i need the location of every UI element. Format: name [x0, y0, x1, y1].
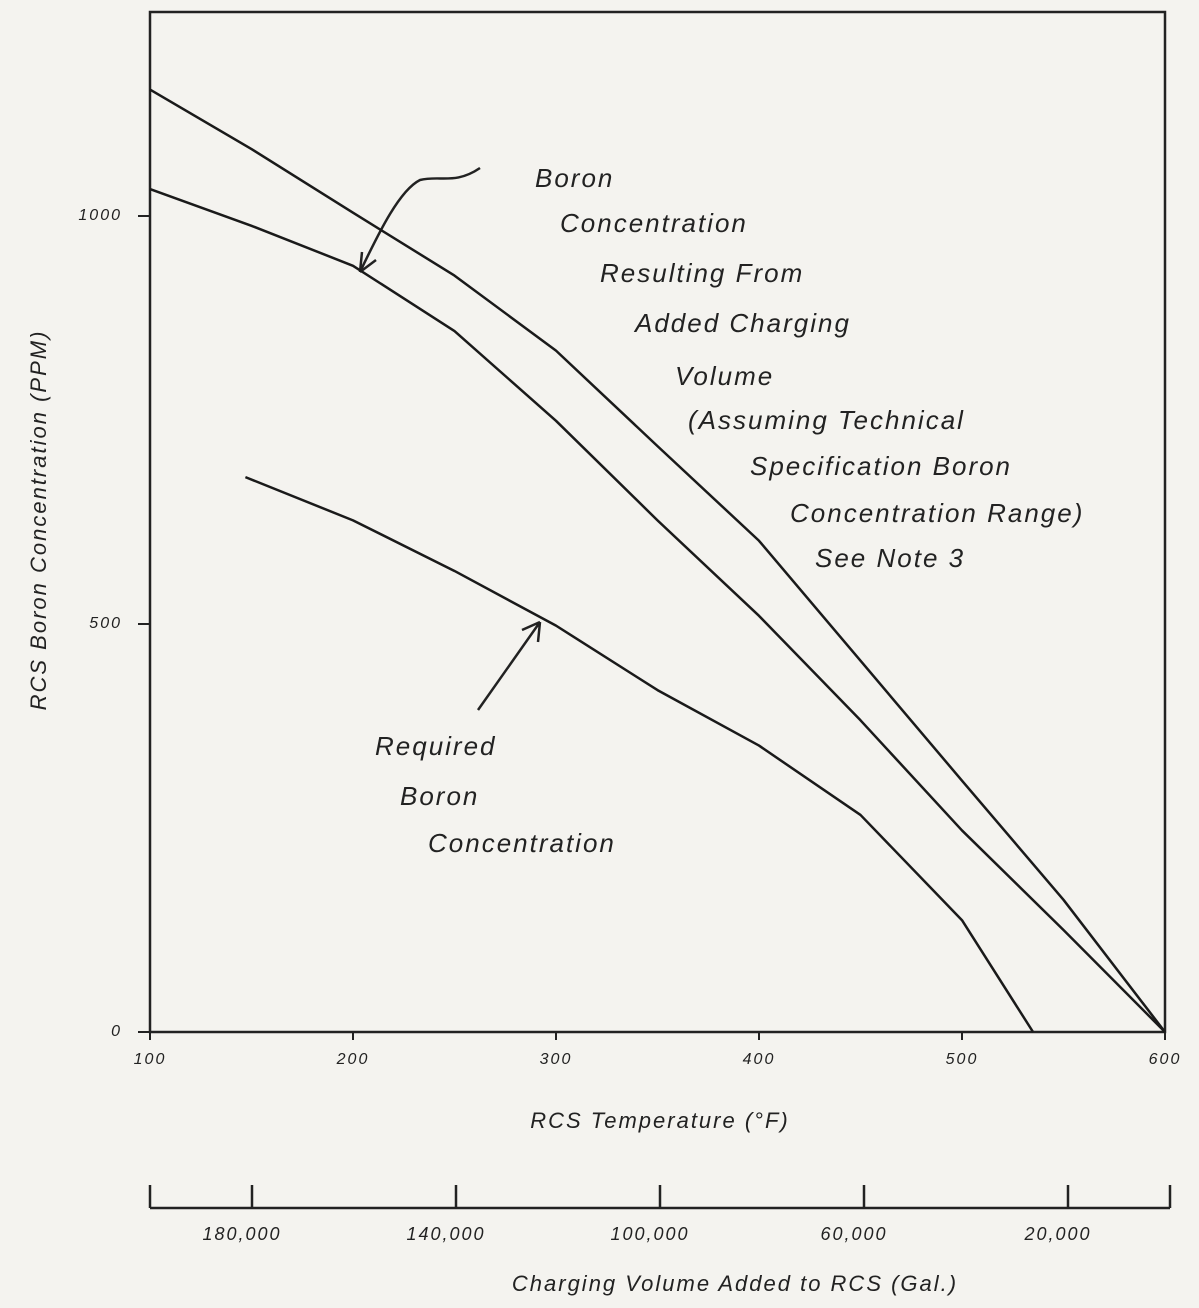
x2-axis-title: Charging Volume Added to RCS (Gal.) — [512, 1271, 958, 1296]
arrow — [476, 620, 542, 711]
annotation: Volume — [675, 361, 774, 391]
x2-tick-label: 100,000 — [610, 1224, 689, 1244]
arrow-head — [358, 251, 377, 273]
annotation: Required — [375, 731, 497, 761]
annotation: Concentration — [560, 208, 748, 238]
annotation: Boron — [400, 781, 479, 811]
arrow — [358, 166, 481, 273]
x-axis-title: RCS Temperature (°F) — [530, 1108, 789, 1133]
x-tick-label: 200 — [336, 1051, 370, 1068]
y-axis-title: RCS Boron Concentration (PPM) — [26, 330, 51, 711]
x2-tick-label: 140,000 — [406, 1224, 485, 1244]
x-tick-label: 500 — [946, 1051, 979, 1068]
y-tick-label: 0 — [111, 1023, 122, 1040]
x2-tick-label: 60,000 — [820, 1224, 887, 1244]
curve — [244, 475, 1035, 1033]
plot-frame — [148, 10, 1167, 1034]
x-tick-label: 400 — [743, 1051, 776, 1068]
annotation: See Note 3 — [815, 543, 965, 573]
x2-tick-label: 20,000 — [1023, 1224, 1091, 1244]
annotation: Boron — [535, 163, 614, 193]
y-tick-label: 500 — [89, 615, 122, 632]
annotation: Resulting From — [600, 258, 804, 288]
x-tick-label: 100 — [134, 1051, 167, 1068]
curve — [149, 88, 1166, 1033]
annotation: Specification Boron — [750, 451, 1012, 481]
x-tick-label: 300 — [540, 1051, 573, 1068]
annotation: (Assuming Technical — [688, 405, 965, 435]
x-tick-label: 600 — [1149, 1051, 1182, 1068]
x2-tick-label: 180,000 — [202, 1224, 281, 1244]
curve — [149, 187, 1166, 1033]
y-tick-label: 1000 — [78, 207, 122, 224]
annotation: Concentration Range) — [790, 498, 1084, 528]
annotation: Added Charging — [633, 308, 851, 338]
annotation: Concentration — [428, 828, 616, 858]
